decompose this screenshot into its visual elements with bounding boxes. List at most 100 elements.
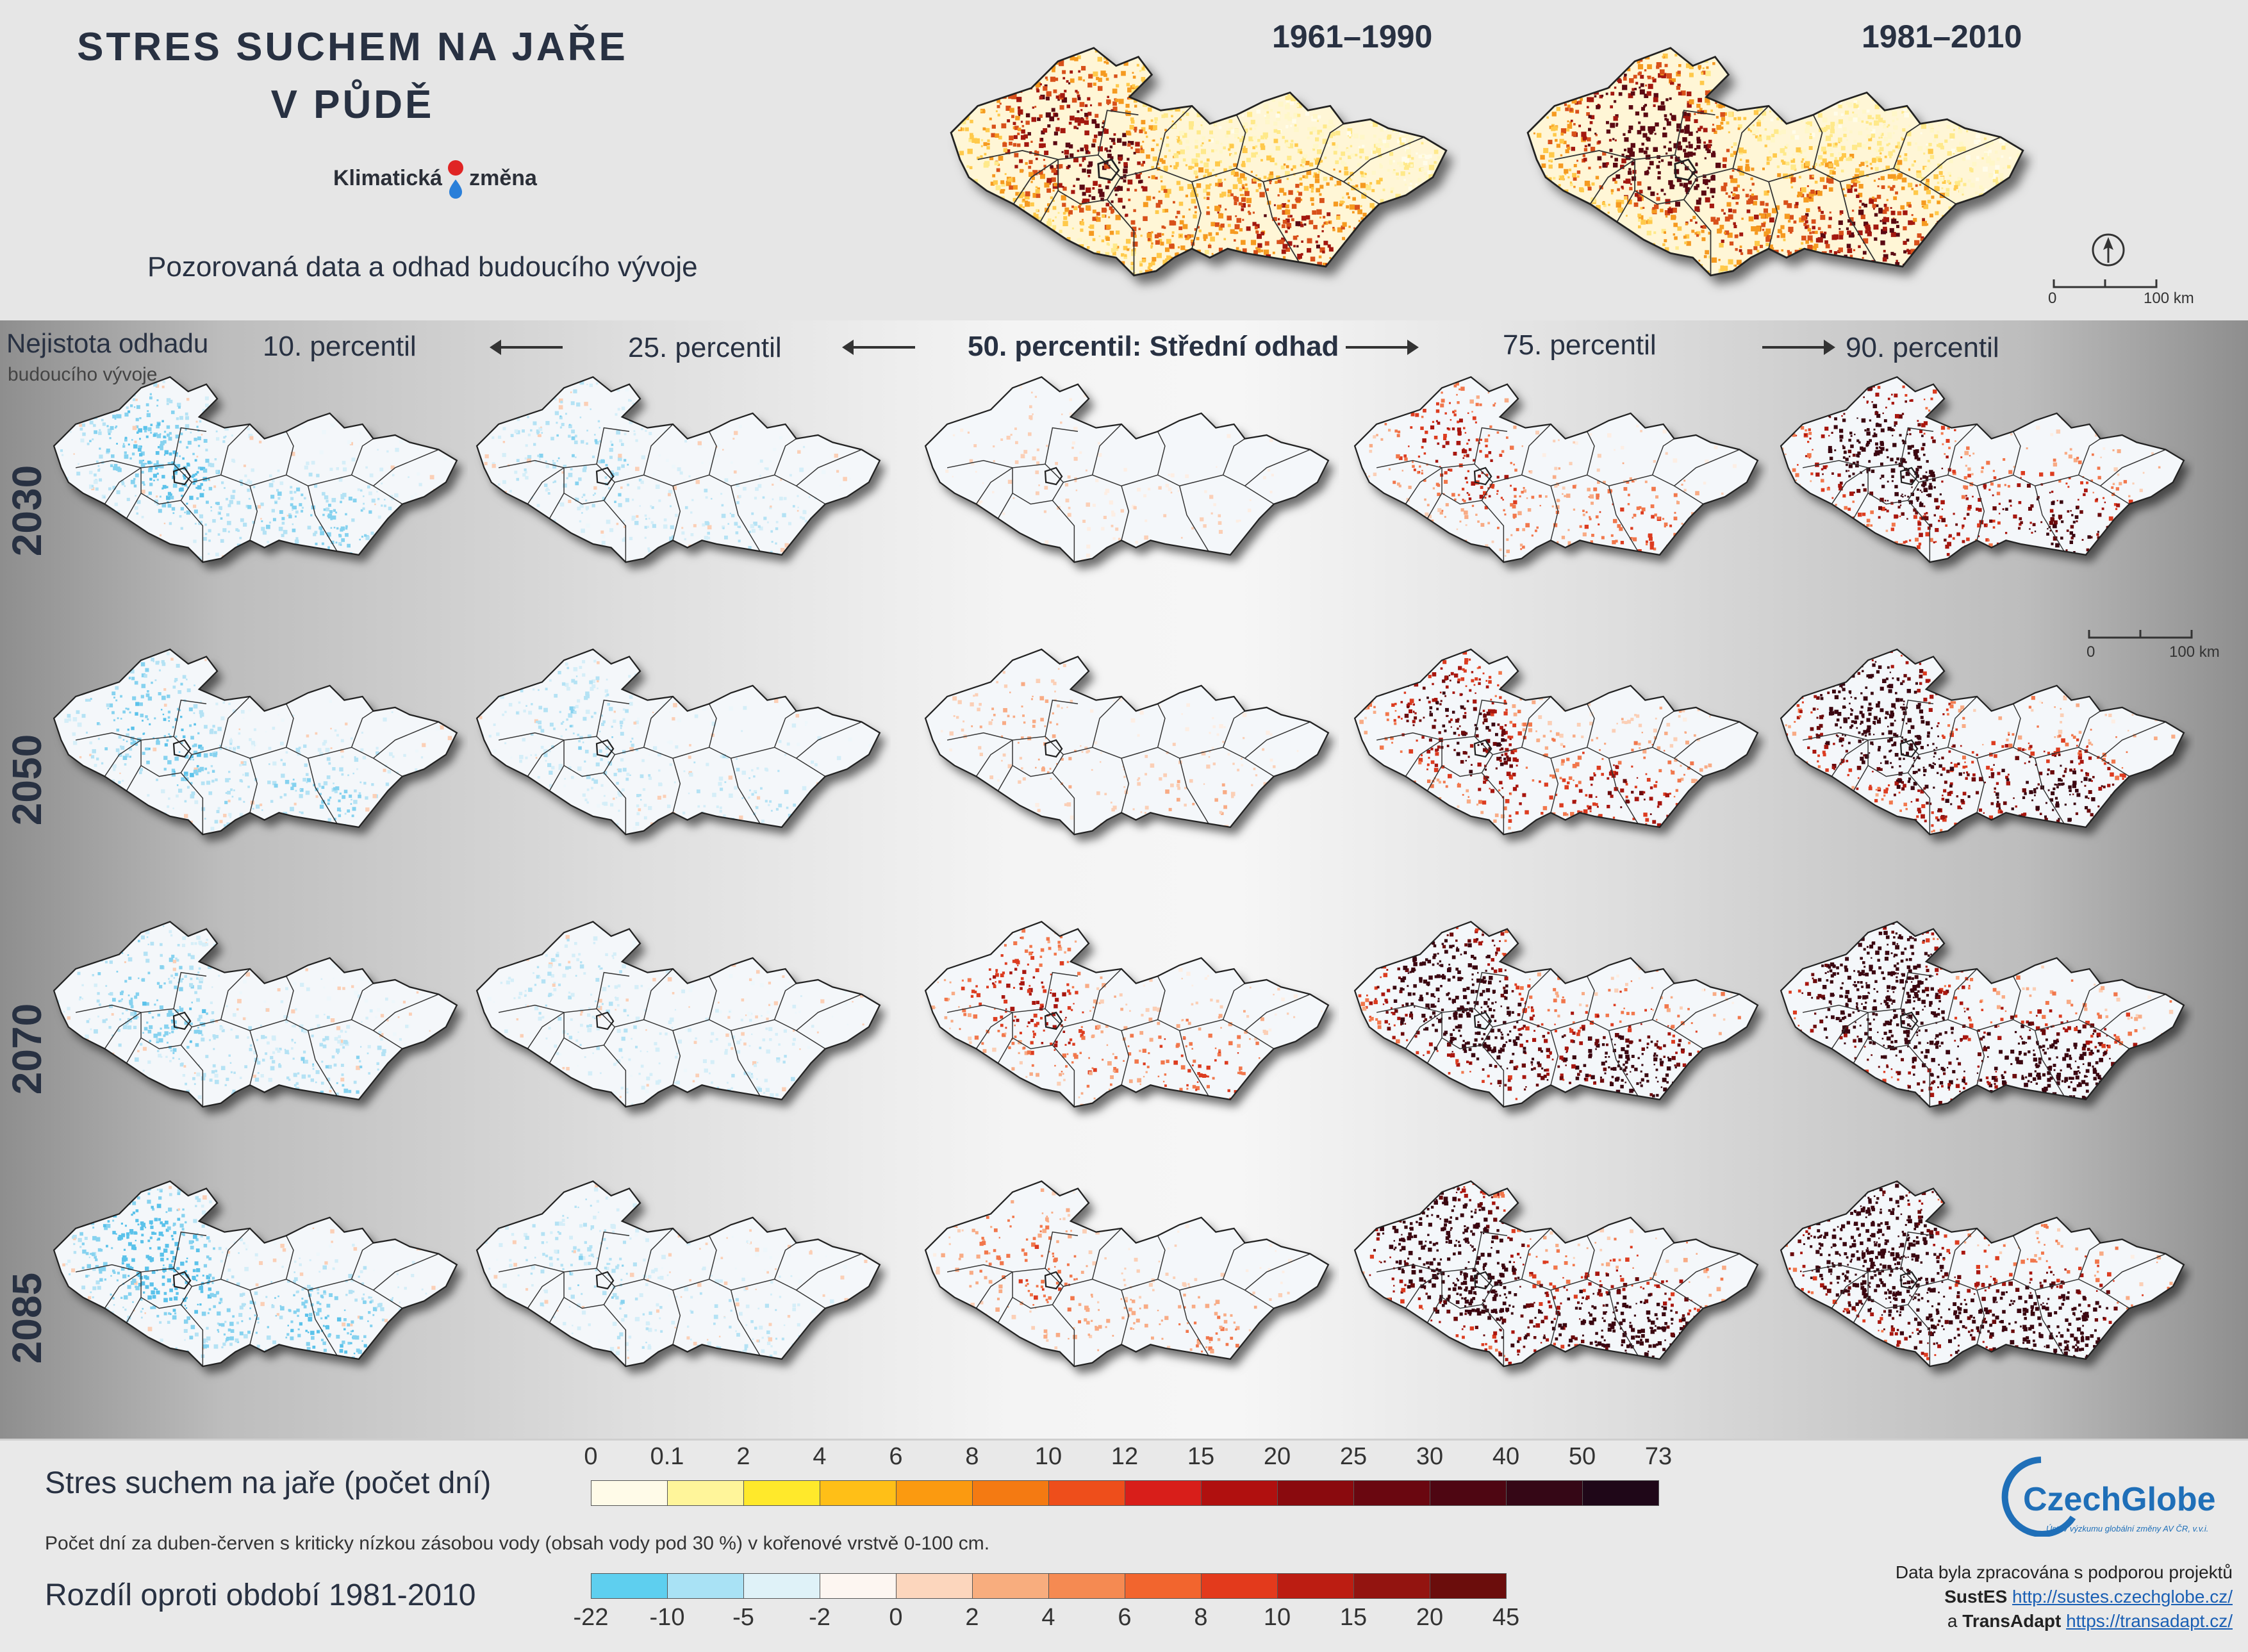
scale-bar-grid [2083, 625, 2230, 644]
country-shape [1528, 48, 2023, 276]
scale-top-end: 100 km [2144, 290, 2194, 308]
absolute-legend-tick-label: 2 [715, 1443, 772, 1471]
difference-legend-tick-label: 6 [1096, 1604, 1153, 1631]
czechglobe-logo: CzechGlobe Ústav výzkumu globální změny … [1996, 1453, 2240, 1543]
difference-legend-swatch [1430, 1573, 1507, 1599]
absolute-legend-tick-label: 8 [943, 1443, 1001, 1471]
klimaticka-zmena-logo: Klimatická změna [333, 159, 537, 197]
projection-grid [0, 320, 2248, 1439]
absolute-legend-swatch [667, 1480, 744, 1506]
difference-legend-tick-label: 4 [1020, 1604, 1077, 1631]
absolute-legend-swatch [1353, 1480, 1430, 1506]
absolute-legend-tick-label: 10 [1020, 1443, 1077, 1471]
difference-legend-tick-label: 2 [943, 1604, 1001, 1631]
absolute-legend-swatch [1430, 1480, 1507, 1506]
thermometer-drop-icon [446, 158, 465, 199]
difference-legend-tick-label: 20 [1401, 1604, 1459, 1631]
uncertainty-label: Nejistota odhadu [6, 328, 208, 359]
logo-text-left: Klimatická [333, 166, 442, 191]
absolute-legend-tick-label: 15 [1172, 1443, 1230, 1471]
difference-legend-tick-label: -22 [562, 1604, 620, 1631]
brand-subtitle: Ústav výzkumu globální změny AV ČR, v.v.… [2046, 1524, 2208, 1533]
legend-description: Počet dní za duben-červen s kriticky níz… [45, 1533, 989, 1555]
difference-legend-swatch [743, 1573, 820, 1599]
arrow-left-2 [845, 346, 915, 349]
absolute-legend-tick-label: 25 [1325, 1443, 1382, 1471]
absolute-legend-swatch [1201, 1480, 1278, 1506]
absolute-legend-swatch [1048, 1480, 1125, 1506]
legend-absolute-title: Stres suchem na jaře (počet dní) [45, 1466, 491, 1501]
map-observed-1961-1990 [923, 26, 1461, 308]
difference-legend-swatch [972, 1573, 1049, 1599]
project1-name: SustES [1944, 1587, 2007, 1607]
and-text: a [1947, 1611, 1958, 1631]
project1-link[interactable]: http://sustes.czechglobe.cz/ [2012, 1587, 2233, 1607]
credit-line: Data byla zpracována s podporou projektů [1896, 1560, 2233, 1585]
project2-link[interactable]: https://transadapt.cz/ [2066, 1611, 2233, 1631]
project2-name: TransAdapt [1962, 1611, 2061, 1631]
north-arrow-icon [2089, 231, 2128, 269]
arrow-right-1 [1346, 346, 1416, 349]
column-header-p50: 50. percentil: Střední odhad [968, 331, 1339, 363]
difference-legend-tick-label: 8 [1172, 1604, 1230, 1631]
scale-grid-start: 0 [2087, 643, 2095, 661]
difference-legend-tick-label: 15 [1325, 1604, 1382, 1631]
column-header-p25: 25. percentil [628, 332, 782, 364]
difference-legend-tick-label: 0 [867, 1604, 925, 1631]
scale-top-start: 0 [2048, 290, 2056, 308]
uncertainty-sublabel: budoucího vývoje [8, 364, 158, 386]
difference-legend-swatch [1125, 1573, 1202, 1599]
difference-legend-tick-label: 10 [1248, 1604, 1306, 1631]
absolute-legend-swatch [1277, 1480, 1354, 1506]
column-header-p75: 75. percentil [1503, 329, 1657, 361]
country-shape [951, 48, 1446, 276]
row-label-2030: 2030 [3, 447, 51, 575]
row-label-2050: 2050 [3, 716, 51, 844]
absolute-legend-swatch [1506, 1480, 1583, 1506]
column-header-p90: 90. percentil [1846, 332, 1999, 364]
difference-legend-swatch [1201, 1573, 1278, 1599]
arrow-right-2 [1762, 346, 1833, 349]
absolute-legend-tick-label: 4 [791, 1443, 848, 1471]
credits: Data byla zpracována s podporou projektů… [1896, 1560, 2233, 1633]
absolute-legend-swatch [1582, 1480, 1659, 1506]
difference-legend-tick-label: -2 [791, 1604, 848, 1631]
absolute-legend-tick-label: 50 [1553, 1443, 1611, 1471]
difference-legend-swatch [591, 1573, 668, 1599]
absolute-legend-tick-label: 73 [1630, 1443, 1687, 1471]
legend-difference-title: Rozdíl oproti období 1981-2010 [45, 1578, 476, 1613]
difference-legend-swatch [1277, 1573, 1354, 1599]
absolute-legend-swatch [591, 1480, 668, 1506]
absolute-legend-tick-label: 20 [1248, 1443, 1306, 1471]
row-label-2085: 2085 [3, 1254, 51, 1382]
absolute-legend-tick-label: 0 [562, 1443, 620, 1471]
difference-legend-tick-label: -10 [638, 1604, 696, 1631]
subtitle: Pozorovaná data a odhad budoucího vývoje [147, 251, 698, 283]
difference-legend-swatch [896, 1573, 973, 1599]
column-header-p10: 10. percentil [263, 331, 417, 363]
map-observed-1981-2010 [1500, 26, 2038, 308]
difference-legend-swatch [667, 1573, 744, 1599]
absolute-legend-tick-label: 6 [867, 1443, 925, 1471]
absolute-legend-tick-label: 40 [1477, 1443, 1535, 1471]
title-line1: STRES SUCHEM NA JAŘE [64, 24, 641, 70]
brand-name: CzechGlobe [2023, 1480, 2216, 1519]
difference-legend-tick-label: -5 [715, 1604, 772, 1631]
absolute-legend-swatch [896, 1480, 973, 1506]
title-line2: V PŮDĚ [64, 82, 641, 128]
difference-legend-swatch [820, 1573, 897, 1599]
difference-legend-swatch [1353, 1573, 1430, 1599]
absolute-legend-swatch [972, 1480, 1049, 1506]
absolute-legend-tick-label: 12 [1096, 1443, 1153, 1471]
logo-text-right: změna [469, 166, 537, 191]
absolute-legend-swatch [1125, 1480, 1202, 1506]
row-label-2070: 2070 [3, 985, 51, 1113]
difference-legend-swatch [1048, 1573, 1125, 1599]
absolute-legend-tick-label: 0.1 [638, 1443, 696, 1471]
absolute-legend-swatch [743, 1480, 820, 1506]
arrow-left-1 [492, 346, 563, 349]
absolute-legend-swatch [820, 1480, 897, 1506]
absolute-legend-tick-label: 30 [1401, 1443, 1459, 1471]
difference-legend-tick-label: 45 [1477, 1604, 1535, 1631]
scale-grid-end: 100 km [2169, 643, 2220, 661]
